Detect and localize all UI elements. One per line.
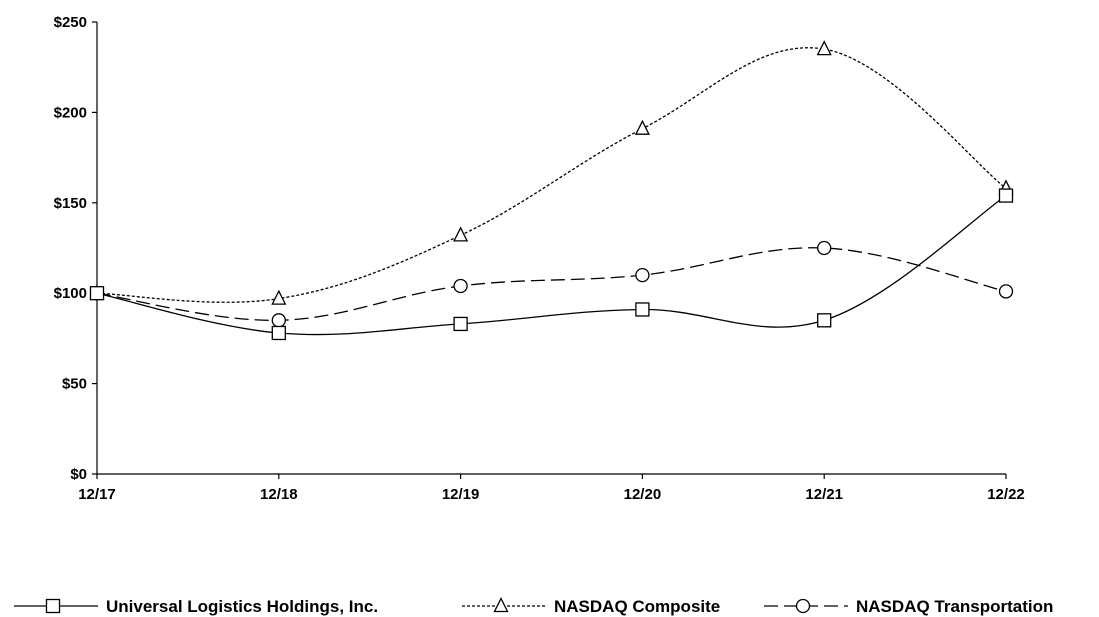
data-point-circle bbox=[454, 279, 467, 292]
y-tick-label: $250 bbox=[54, 14, 87, 31]
data-point-circle bbox=[818, 242, 831, 255]
legend: Universal Logistics Holdings, Inc. NASDAQ… bbox=[14, 597, 1053, 616]
x-tick-label: 12/22 bbox=[987, 486, 1025, 503]
y-axis-tick-labels: $0 $50 $100 $150 $200 $250 bbox=[54, 14, 97, 483]
data-point-circle bbox=[1000, 285, 1013, 298]
y-tick-label: $100 bbox=[54, 285, 87, 302]
legend-label: Universal Logistics Holdings, Inc. bbox=[106, 597, 378, 616]
x-tick-label: 12/20 bbox=[624, 486, 662, 503]
data-point-square bbox=[818, 314, 831, 327]
series-line-circle bbox=[97, 248, 1006, 321]
data-point-circle bbox=[272, 314, 285, 327]
series-lines bbox=[97, 48, 1006, 335]
x-tick-label: 12/21 bbox=[805, 486, 843, 503]
data-point-square bbox=[272, 326, 285, 339]
legend-label: NASDAQ Composite bbox=[554, 597, 720, 616]
legend-label: NASDAQ Transportation bbox=[856, 597, 1053, 616]
x-axis-tick-labels: 12/17 12/18 12/19 12/20 12/21 12/22 bbox=[78, 474, 1025, 503]
y-tick-label: $50 bbox=[62, 376, 87, 393]
data-point-triangle bbox=[454, 228, 467, 241]
y-tick-label: $0 bbox=[70, 466, 87, 483]
y-tick-label: $150 bbox=[54, 195, 87, 212]
legend-marker-circle bbox=[797, 600, 810, 613]
legend-marker-square bbox=[47, 600, 60, 613]
data-point-square bbox=[454, 317, 467, 330]
series-markers bbox=[91, 42, 1013, 340]
data-point-circle bbox=[636, 269, 649, 282]
y-tick-label: $200 bbox=[54, 104, 87, 121]
series-line-triangle bbox=[97, 48, 1006, 303]
legend-item: NASDAQ Transportation bbox=[764, 597, 1053, 616]
data-point-triangle bbox=[818, 42, 831, 55]
x-tick-label: 12/17 bbox=[78, 486, 116, 503]
data-point-square bbox=[1000, 189, 1013, 202]
data-point-triangle bbox=[636, 121, 649, 134]
legend-item: NASDAQ Composite bbox=[462, 597, 720, 616]
data-point-square bbox=[636, 303, 649, 316]
data-point-square bbox=[91, 287, 104, 300]
legend-marker-triangle bbox=[495, 599, 508, 612]
series-line-square bbox=[97, 196, 1006, 335]
x-tick-label: 12/18 bbox=[260, 486, 298, 503]
x-tick-label: 12/19 bbox=[442, 486, 480, 503]
chart-axes bbox=[97, 22, 1006, 474]
legend-item: Universal Logistics Holdings, Inc. bbox=[14, 597, 378, 616]
